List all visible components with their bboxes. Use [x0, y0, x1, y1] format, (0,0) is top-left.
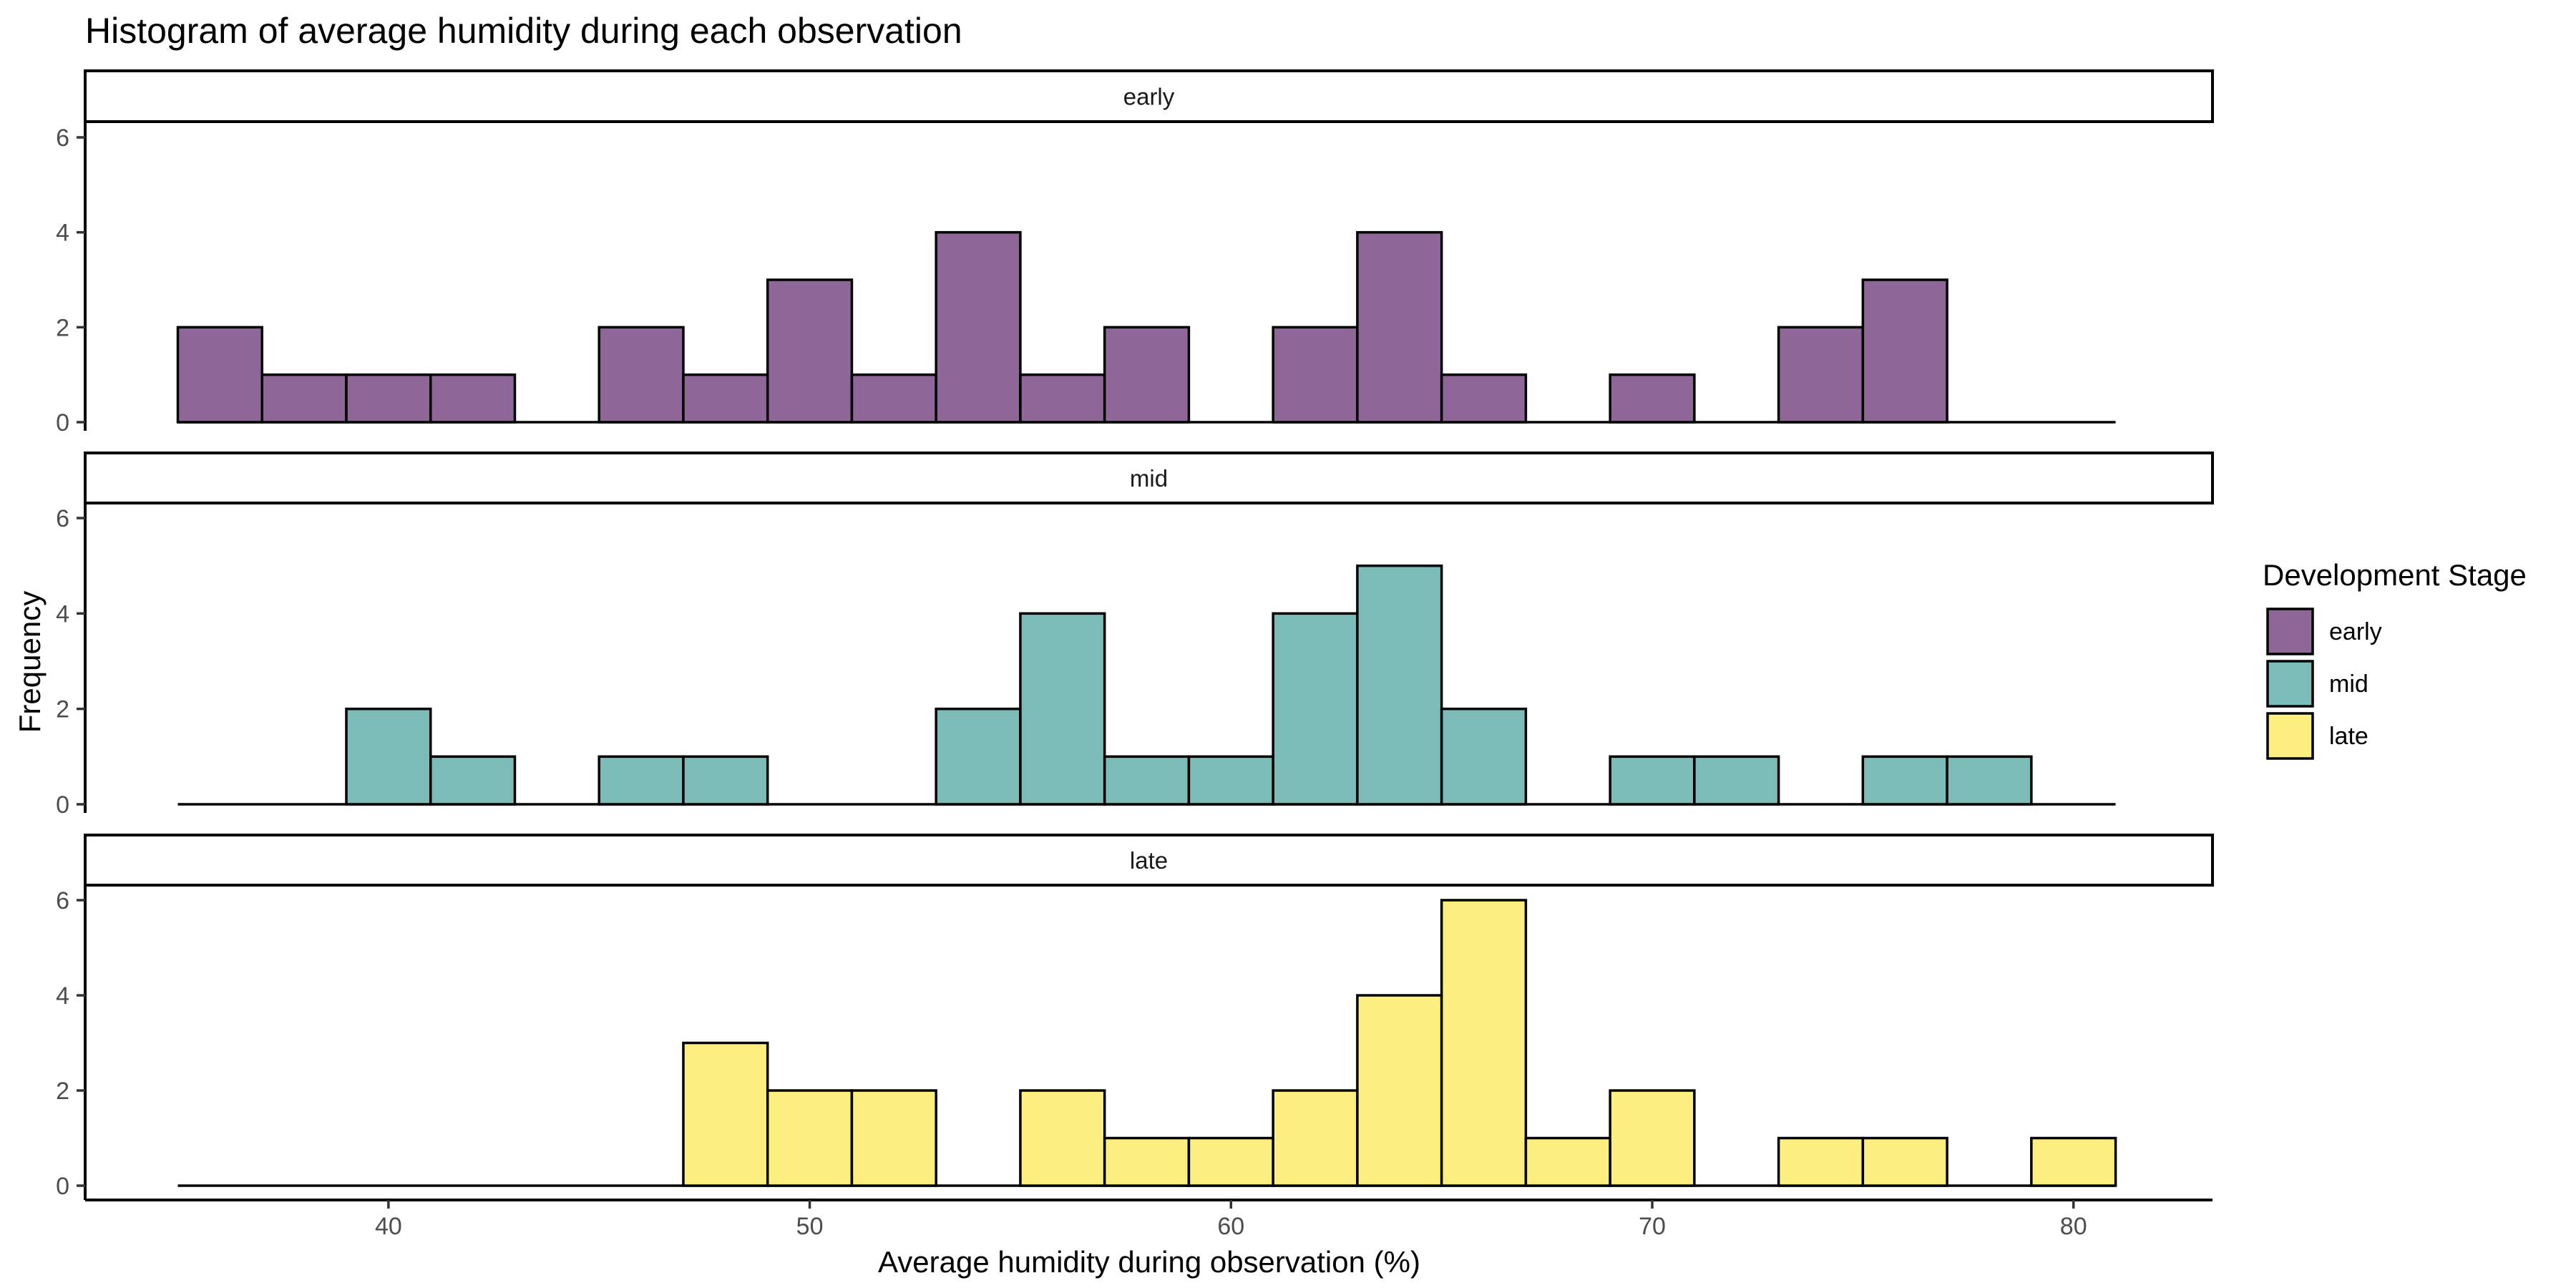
bar-early-36: [176, 326, 264, 424]
bar-late-76: [1861, 1136, 1948, 1187]
bar-mid-40: [345, 707, 432, 806]
bar-late-52: [850, 1089, 937, 1187]
x-tick-label: 50: [796, 1213, 824, 1240]
bar-early-58: [1103, 326, 1191, 424]
bar-early-66: [1440, 373, 1528, 424]
bar-early-38: [260, 373, 348, 424]
bar-mid-58: [1103, 755, 1191, 806]
facet-panel-mid: mid 0 2 4 6: [56, 452, 2214, 819]
bar-mid-62: [1272, 612, 1359, 806]
bar-early-76: [1861, 278, 1948, 424]
bar-late-48: [682, 1041, 769, 1187]
bar-mid-46: [597, 755, 685, 806]
legend-key-early: [2266, 608, 2314, 655]
bar-early-62: [1272, 326, 1359, 424]
bar-mid-66: [1440, 707, 1528, 806]
bar-early-46: [597, 326, 685, 424]
legend: Development Stage early mid late: [2263, 558, 2527, 760]
bar-late-68: [1524, 1136, 1611, 1187]
chart-title: Histogram of average humidity during eac…: [85, 11, 962, 51]
legend-label-late: late: [2329, 723, 2368, 750]
bar-late-74: [1777, 1136, 1865, 1187]
facet-strip-label-early: early: [1123, 84, 1175, 110]
x-axis: 40 50 60 70 80: [85, 1199, 2212, 1240]
bar-mid-48: [682, 755, 769, 806]
y-tick-label: 6: [56, 125, 69, 152]
facet-strip-label-late: late: [1130, 847, 1168, 874]
bar-late-62: [1272, 1089, 1359, 1187]
y-tick-label: 4: [56, 982, 69, 1010]
legend-key-mid: [2266, 660, 2314, 708]
y-tick-label: 6: [56, 505, 69, 532]
legend-label-early: early: [2329, 618, 2382, 645]
bar-late-70: [1609, 1089, 1696, 1187]
facet-strip-mid: [84, 452, 2214, 504]
bar-mid-70: [1609, 755, 1696, 806]
y-tick-label: 4: [56, 600, 69, 628]
bar-early-52: [850, 373, 937, 424]
facet-panel-late: late 0 2 4 6: [56, 834, 2214, 1200]
bar-late-80: [2030, 1136, 2117, 1187]
bar-early-42: [429, 373, 517, 424]
x-tick-label: 70: [1639, 1213, 1666, 1240]
x-axis-title: Average humidity during observation (%): [878, 1245, 1420, 1279]
y-tick-label: 2: [56, 314, 69, 341]
bar-late-50: [766, 1089, 854, 1187]
bar-late-66: [1440, 899, 1528, 1187]
legend-key-late: [2266, 712, 2314, 760]
bar-early-54: [935, 230, 1022, 424]
bar-early-50: [766, 278, 854, 424]
y-tick-label: 0: [56, 409, 69, 436]
bar-early-64: [1356, 230, 1443, 424]
bar-mid-64: [1356, 564, 1443, 806]
y-tick-label: 4: [56, 220, 69, 247]
bar-early-70: [1609, 373, 1696, 424]
bar-late-56: [1019, 1089, 1106, 1187]
bar-early-56: [1019, 373, 1106, 424]
facet-strip-early: [84, 69, 2214, 123]
y-axis-title: Frequency: [13, 591, 47, 733]
bar-mid-54: [935, 707, 1022, 806]
y-tick-label: 6: [56, 887, 69, 914]
bar-early-40: [345, 373, 432, 424]
facet-strip-label-mid: mid: [1130, 465, 1168, 492]
x-tick-label: 80: [2060, 1213, 2087, 1240]
bar-late-64: [1356, 994, 1443, 1187]
y-tick-label: 0: [56, 791, 69, 819]
bar-mid-78: [1946, 755, 2033, 806]
bar-early-48: [682, 373, 769, 424]
x-tick-label: 40: [375, 1213, 402, 1240]
y-tick-label: 0: [56, 1173, 69, 1200]
legend-label-mid: mid: [2329, 670, 2368, 698]
y-tick-label: 2: [56, 1078, 69, 1105]
facet-strip-late: [84, 834, 2214, 887]
y-tick-label: 2: [56, 696, 69, 723]
bar-mid-72: [1693, 755, 1780, 806]
bar-early-74: [1777, 326, 1865, 424]
bar-late-58: [1103, 1136, 1191, 1187]
facet-panels: early 0 2 4 6 mid 0 2 4 6 late 0 2 4 6 40 50 60 70 80: [56, 69, 2214, 1240]
x-tick-label: 60: [1217, 1213, 1244, 1240]
bar-mid-56: [1019, 612, 1106, 806]
bar-late-60: [1187, 1136, 1274, 1187]
bar-mid-42: [429, 755, 517, 806]
legend-title: Development Stage: [2263, 558, 2527, 592]
facet-panel-early: early 0 2 4 6: [56, 69, 2214, 436]
bar-mid-76: [1861, 755, 1948, 806]
bar-mid-60: [1187, 755, 1274, 806]
